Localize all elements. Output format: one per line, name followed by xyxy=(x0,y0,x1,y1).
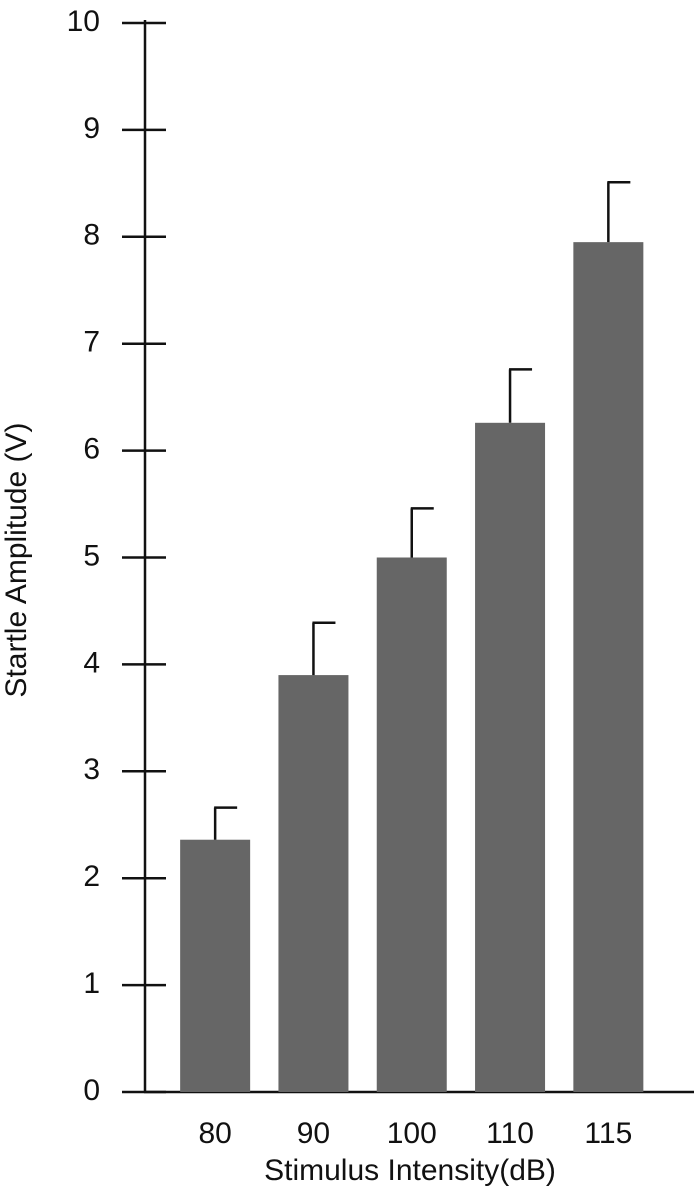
x-tick-label: 100 xyxy=(387,1117,437,1150)
x-axis-label: Stimulus Intensity(dB) xyxy=(264,1154,556,1187)
x-tick-label: 80 xyxy=(198,1117,231,1150)
error-bar xyxy=(410,507,434,558)
y-tick-label: 2 xyxy=(83,860,100,893)
bar xyxy=(475,422,546,1092)
y-tick-label: 8 xyxy=(83,219,100,252)
y-tick-label: 10 xyxy=(67,5,100,38)
x-tick-label: 90 xyxy=(297,1117,330,1150)
y-tick-label: 3 xyxy=(83,753,100,786)
y-tick-label: 1 xyxy=(83,967,100,1000)
bar xyxy=(376,557,447,1092)
error-bar xyxy=(508,368,533,423)
bar xyxy=(573,242,644,1092)
y-tick-label: 9 xyxy=(83,112,100,145)
x-tick-label: 115 xyxy=(584,1117,632,1150)
error-bar xyxy=(607,181,631,243)
y-tick-label: 5 xyxy=(83,539,100,572)
y-axis-label: Startle Amplitude (V) xyxy=(0,422,33,697)
x-tick-label: 110 xyxy=(486,1117,534,1150)
bar xyxy=(180,839,251,1092)
error-bar xyxy=(312,621,336,676)
y-tick-label: 0 xyxy=(83,1074,100,1107)
y-tick-label: 4 xyxy=(83,646,100,679)
bar xyxy=(278,675,349,1092)
y-tick-label: 7 xyxy=(83,326,100,359)
y-tick-label: 6 xyxy=(83,433,100,466)
error-bar xyxy=(213,806,238,840)
